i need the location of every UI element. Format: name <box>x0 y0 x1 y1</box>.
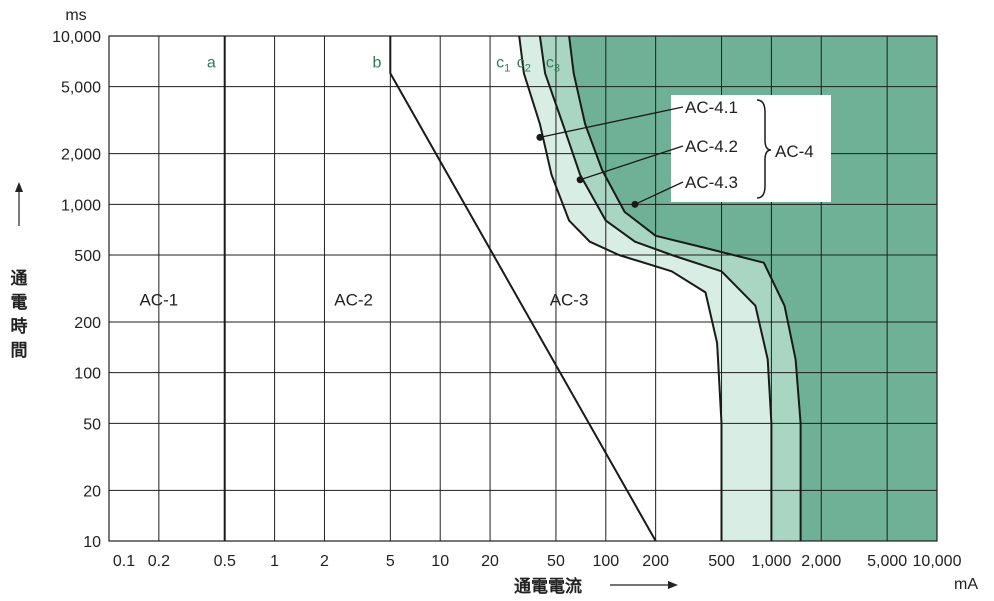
y-tick-label: 10,000 <box>52 29 101 46</box>
curve-labels: a b c1 c2 c3 <box>207 54 560 74</box>
y-tick-label: 5,000 <box>61 80 101 97</box>
x-tick-label: 500 <box>708 553 735 570</box>
x-axis-ticks: 0.1 0.2 0.5 1 2 5 10 20 50 100 200 500 1,000 2,000 5,0… <box>113 553 962 570</box>
y-tick-label: 200 <box>74 315 101 332</box>
marker-dot <box>631 200 639 208</box>
leader-line <box>579 145 684 181</box>
annotation-label: AC-4.3 <box>685 173 738 192</box>
zone-labels: AC-1 AC-2 AC-3 <box>139 291 588 310</box>
y-axis-arrowhead-icon <box>15 182 23 192</box>
brace-icon <box>756 99 772 199</box>
annotation-box <box>671 95 831 202</box>
x-axis-label: 通電電流 <box>514 576 582 596</box>
leader-line <box>539 106 684 138</box>
y-tick-label: 2,000 <box>61 147 101 164</box>
region-beyond-c3 <box>569 36 937 541</box>
curve-c1 <box>518 35 723 541</box>
x-tick-label: 0.1 <box>113 553 135 570</box>
x-tick-label: 1 <box>270 553 279 570</box>
y-tick-label: 20 <box>83 483 101 500</box>
plot-frame <box>108 35 938 542</box>
y-tick-label: 50 <box>83 416 101 433</box>
x-tick-label: 1,000 <box>751 553 791 570</box>
curve-label-b: b <box>372 54 381 71</box>
x-tick-label: 2 <box>320 553 329 570</box>
annotations: AC-4.1 AC-4.2 AC-4.3 AC-4 <box>536 95 831 208</box>
y-axis-label: 通電時間 <box>11 269 28 360</box>
curve-label-c1: c1 <box>496 54 510 74</box>
annotation-label: AC-4.1 <box>685 98 738 117</box>
x-tick-label: 2,000 <box>801 553 841 570</box>
shaded-regions <box>519 36 937 541</box>
y-unit: ms <box>65 7 86 24</box>
x-tick-label: 0.2 <box>148 553 170 570</box>
annotation-label: AC-4.2 <box>685 137 738 156</box>
x-tick-label: 5,000 <box>867 553 907 570</box>
y-tick-label: 500 <box>74 248 101 265</box>
curve-b <box>389 36 657 542</box>
curve-c3 <box>568 35 802 541</box>
marker-dot <box>536 133 544 141</box>
curve-label-a: a <box>207 54 216 71</box>
y-axis-ticks: 10 20 50 100 200 500 1,000 2,000 5,000 10,000 <box>52 29 101 551</box>
y-tick-label: 100 <box>74 366 101 383</box>
zone-label: AC-1 <box>139 291 178 310</box>
y-tick-label: 1,000 <box>61 197 101 214</box>
x-axis-arrowhead-icon <box>668 581 678 589</box>
x-tick-label: 100 <box>592 553 619 570</box>
x-tick-label: 50 <box>547 553 565 570</box>
x-tick-label: 20 <box>481 553 499 570</box>
zone-label: AC-2 <box>334 291 373 310</box>
x-tick-label: 200 <box>642 553 669 570</box>
marker-dot <box>576 176 584 184</box>
x-tick-label: 10 <box>431 553 449 570</box>
leader-line <box>634 181 684 205</box>
x-tick-label: 5 <box>386 553 395 570</box>
curve-c2 <box>538 35 773 541</box>
x-unit: mA <box>954 576 978 593</box>
zone-label: AC-3 <box>550 291 589 310</box>
grid-lines <box>108 35 938 542</box>
group-label: AC-4 <box>775 142 814 161</box>
x-tick-label: 0.5 <box>214 553 236 570</box>
x-tick-label: 10,000 <box>913 553 962 570</box>
y-tick-label: 10 <box>83 534 101 551</box>
curves <box>223 35 802 542</box>
